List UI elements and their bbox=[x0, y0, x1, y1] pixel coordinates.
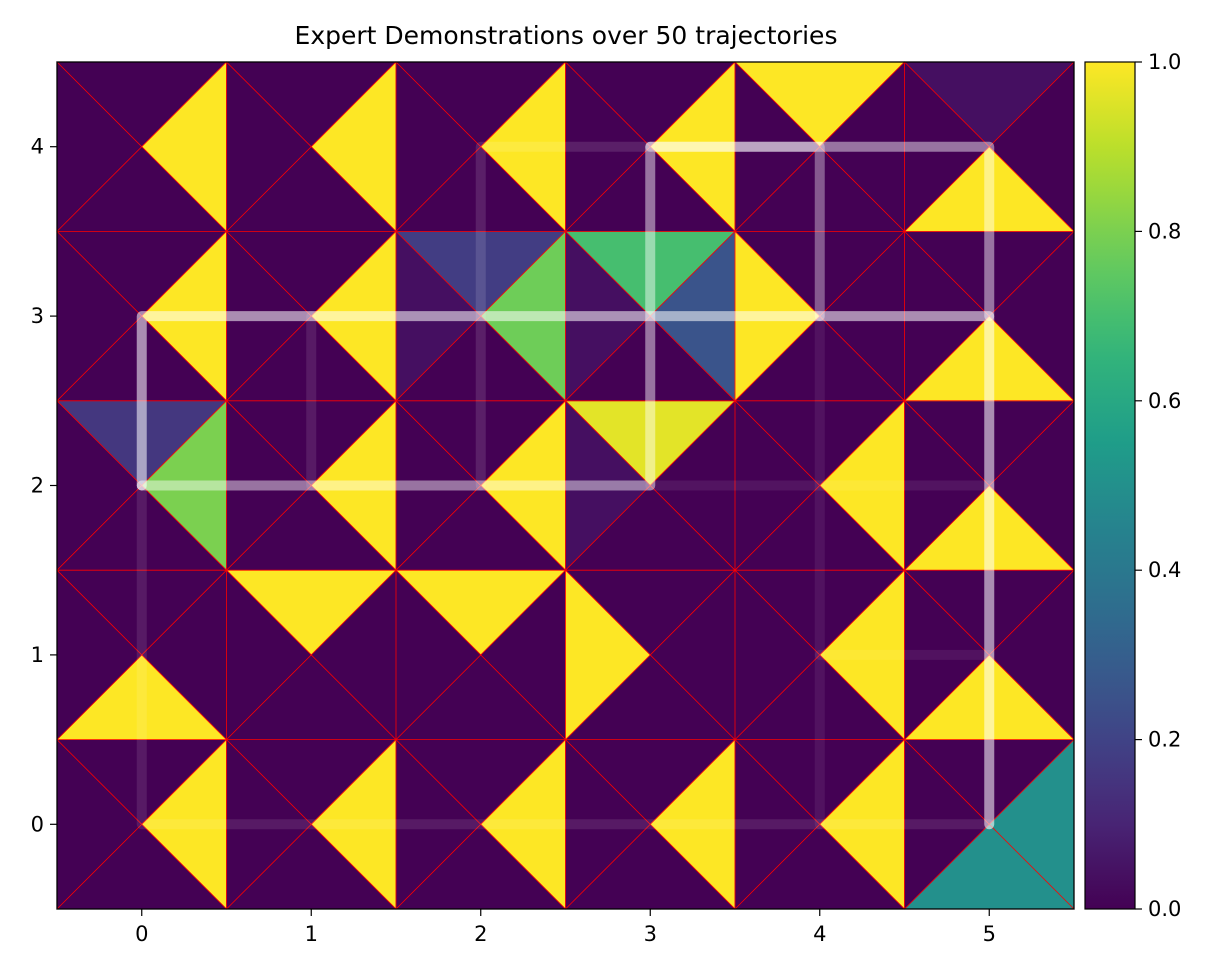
trajectory-path-5 bbox=[136, 480, 995, 830]
grid-diagonal-line bbox=[565, 569, 736, 740]
chart-title: Expert Demonstrations over 50 trajectori… bbox=[295, 21, 838, 50]
grid-diagonal-line bbox=[226, 400, 397, 571]
colorbar-bar bbox=[1084, 61, 1136, 910]
grid-diagonal-line bbox=[226, 61, 397, 232]
colorbar-tick-label-0.2: 0.2 bbox=[1148, 728, 1181, 752]
grid-diagonal-line bbox=[56, 739, 227, 910]
x-tick-label-0: 0 bbox=[135, 922, 148, 946]
x-axis: 0 1 2 3 4 5 bbox=[135, 909, 996, 946]
grid-diagonal-line bbox=[734, 739, 905, 910]
grid-diagonal-line bbox=[226, 569, 397, 740]
grid-diagonal-line bbox=[395, 569, 566, 740]
heatmap-cells bbox=[56, 61, 1075, 910]
y-tick-label-2: 2 bbox=[31, 474, 44, 498]
grid-diagonal-line bbox=[395, 61, 566, 232]
grid-diagonal-line bbox=[565, 739, 736, 910]
colorbar-tick-label-0.0: 0.0 bbox=[1148, 897, 1181, 921]
grid-diagonal-line bbox=[395, 739, 566, 910]
colorbar-tick-label-0.6: 0.6 bbox=[1148, 389, 1181, 413]
grid-diagonal-line bbox=[395, 400, 566, 571]
grid-diagonal-line bbox=[734, 61, 905, 232]
trajectory-paths bbox=[136, 141, 995, 830]
colorbar-tick-label-0.8: 0.8 bbox=[1148, 219, 1181, 243]
colorbar: 0.0 0.2 0.4 0.6 0.8 1.0 bbox=[1084, 50, 1181, 921]
y-tick-label-1: 1 bbox=[31, 643, 44, 667]
trajectory-path-0 bbox=[136, 311, 995, 830]
x-tick-label-1: 1 bbox=[305, 922, 318, 946]
grid-diagonal-line bbox=[226, 739, 397, 910]
grid-diagonal-line bbox=[734, 569, 905, 740]
grid-diagonal-line bbox=[56, 569, 227, 740]
y-tick-label-4: 4 bbox=[31, 135, 44, 159]
y-axis: 0 1 2 3 4 bbox=[31, 135, 57, 836]
grid-diagonal-line bbox=[565, 61, 736, 232]
y-tick-label-3: 3 bbox=[31, 304, 44, 328]
grid-diagonal-line bbox=[734, 400, 905, 571]
trajectory-path-1 bbox=[136, 141, 995, 491]
x-tick-label-3: 3 bbox=[644, 922, 657, 946]
grid-diagonal-line bbox=[565, 400, 736, 571]
grid-diagonal-line bbox=[56, 61, 227, 232]
colorbar-tick-label-1.0: 1.0 bbox=[1148, 50, 1181, 74]
y-tick-label-0: 0 bbox=[31, 812, 44, 836]
x-tick-label-2: 2 bbox=[474, 922, 487, 946]
x-tick-label-5: 5 bbox=[983, 922, 996, 946]
trajectory-path-2 bbox=[645, 141, 825, 322]
trajectory-path-3 bbox=[475, 141, 656, 491]
colorbar-tick-label-0.4: 0.4 bbox=[1148, 558, 1181, 582]
x-tick-label-4: 4 bbox=[813, 922, 826, 946]
grid-diagonal-line bbox=[904, 61, 1075, 232]
